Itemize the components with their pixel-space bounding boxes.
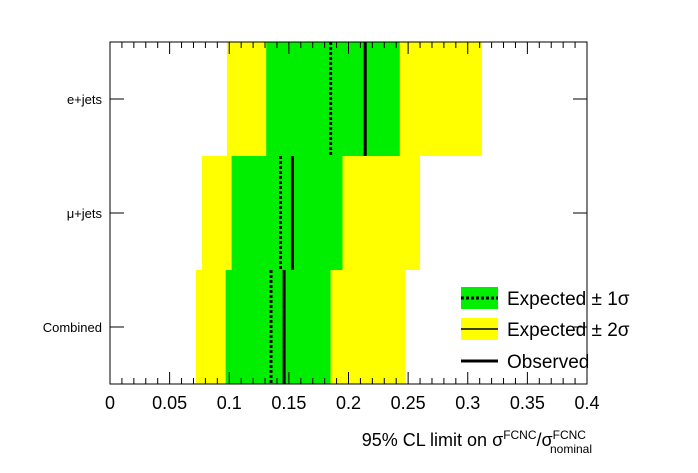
line-layer (269, 42, 367, 384)
legend-swatch (461, 287, 498, 309)
legend-label: Expected ± 1σ (507, 289, 630, 310)
legend: Expected ± 1σ Expected ± 2σ Observed (461, 287, 630, 373)
legend-label: Observed (507, 352, 589, 373)
x-tick-label: 0.4 (574, 393, 599, 413)
y-category-label: e+jets (67, 92, 103, 107)
legend-label: Expected ± 2σ (507, 320, 630, 341)
y-category-label: μ+jets (67, 206, 103, 221)
band-1sigma-1 (231, 156, 343, 270)
band-1sigma-0 (266, 42, 400, 156)
y-category-label: Combined (43, 320, 102, 335)
x-tick-label: 0.2 (336, 393, 361, 413)
x-axis-label: 95% CL limit on σFCNC/σFCNC nominal (362, 428, 592, 456)
x-tick-label: 0.35 (510, 393, 545, 413)
x-tick-label: 0.15 (271, 393, 306, 413)
x-tick-label: 0.25 (391, 393, 426, 413)
x-tick-label: 0 (105, 393, 115, 413)
x-tick-label: 0.1 (217, 393, 242, 413)
x-tick-label: 0.3 (455, 393, 480, 413)
x-axis: 0 0.05 0.1 0.15 0.2 0.25 0.3 0.35 0.4 (105, 42, 600, 413)
x-tick-label: 0.05 (152, 393, 187, 413)
y-axis: e+jets μ+jets Combined (43, 92, 587, 335)
band-1sigma-2 (225, 270, 331, 384)
band-layer (195, 42, 483, 384)
